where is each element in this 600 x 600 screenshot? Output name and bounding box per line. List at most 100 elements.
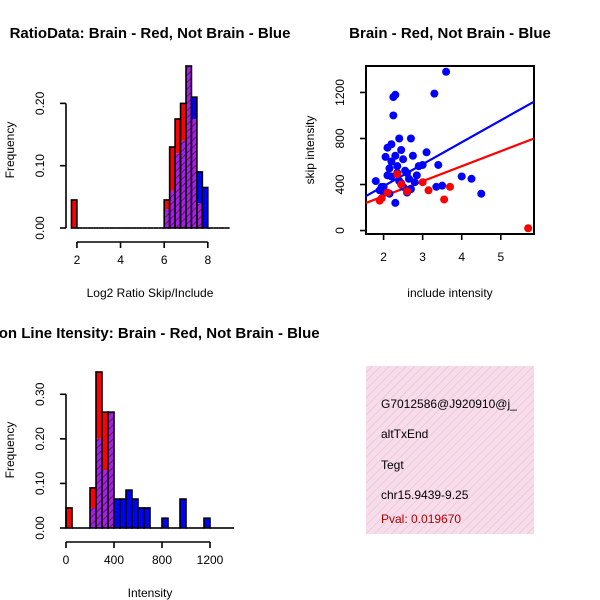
- scatter-point-not-brain: [381, 152, 390, 161]
- info-panel-hatch: [366, 366, 534, 534]
- ratio-bar-brain: [175, 118, 181, 154]
- ratio-bar-brain: [71, 199, 77, 228]
- info-panel: G7012586@J920910@j_ altTxEnd Tegt chr15.…: [366, 366, 534, 534]
- intensity-bar-not-brain: [162, 518, 168, 528]
- scatter-point-brain: [377, 194, 386, 203]
- scatter-xlabel: include intensity: [407, 286, 492, 300]
- scatter-point-not-brain: [395, 134, 404, 143]
- ratio-histogram: RatioData: Brain - Red, Not Brain - Blue…: [3, 25, 290, 300]
- intensity-bar-overlap-hatch: [102, 470, 108, 528]
- ratio-bar-overlap-hatch: [180, 140, 186, 228]
- ratio-histogram-axes: 2 4 6 8 0.00 0.10 0.20: [33, 91, 211, 267]
- scatter-point-brain: [393, 170, 402, 179]
- intensity-bar-overlap-hatch: [108, 412, 114, 528]
- ratio-histogram-ylabel: Frequency: [3, 122, 17, 179]
- scatter-point-not-brain: [434, 160, 443, 169]
- intensity-bar-overlap-hatch: [96, 438, 102, 528]
- ratio-histogram-bars: [70, 65, 230, 229]
- intensity-bar-not-brain: [114, 499, 120, 528]
- scatter-point-not-brain: [377, 182, 386, 191]
- intensity-histogram-bars: [65, 371, 234, 529]
- scatter-fit-lines: [365, 100, 535, 204]
- ratio-bar-brain: [164, 199, 170, 210]
- scatter-point-not-brain: [432, 182, 441, 191]
- fit-line-brain: [365, 137, 535, 204]
- scatter-point-not-brain: [385, 164, 394, 173]
- scatter-y-tick-label: 400: [333, 174, 347, 194]
- scatter-point-not-brain: [397, 146, 406, 154]
- intensity-bar-outline: [203, 517, 211, 529]
- intensity-bar-not-brain: [204, 518, 210, 528]
- intensity-x-tick-label: 1200: [197, 553, 224, 567]
- ratio-bar-overlap-hatch: [175, 153, 181, 228]
- scatter-point-not-brain: [422, 148, 431, 157]
- intensity-histogram-title: Exon Line Itensity: Brain - Red, Not Bra…: [0, 325, 320, 342]
- info-tissue: Tegt: [381, 458, 404, 472]
- scatter-point-not-brain: [371, 177, 380, 186]
- scatter-y-tick-label: 1200: [333, 79, 347, 106]
- intensity-scatter: Brain - Red, Not Brain - Blue 2 3 4 5 0 400 80…: [303, 25, 551, 300]
- scatter-points: [371, 67, 533, 233]
- ratio-bar-brain: [180, 103, 186, 141]
- intensity-bar-outline: [179, 498, 187, 529]
- scatter-x-tick-label: 4: [458, 250, 465, 264]
- ratio-histogram-title: RatioData: Brain - Red, Not Brain - Blue: [10, 25, 291, 42]
- ratio-bar-overlap-hatch: [196, 203, 203, 228]
- scatter-x-tick-label: 3: [419, 250, 426, 264]
- intensity-bar-outline: [143, 507, 151, 529]
- intensity-histogram: Exon Line Itensity: Brain - Red, Not Bra…: [0, 325, 320, 600]
- ratio-x-tick-label: 6: [161, 253, 168, 267]
- scatter-point-not-brain: [389, 93, 398, 102]
- ratio-bar-not-brain: [196, 171, 203, 204]
- intensity-y-tick-label: 0.20: [33, 427, 47, 451]
- scatter-point-not-brain: [406, 134, 415, 143]
- intensity-bar-brain: [90, 487, 96, 508]
- intensity-bar-not-brain: [138, 507, 144, 528]
- scatter-ylabel: skip intensity: [303, 116, 317, 185]
- scatter-point-not-brain: [399, 155, 408, 164]
- scatter-point-brain: [524, 224, 533, 233]
- scatter-x-tick-label: 5: [497, 250, 504, 264]
- scatter-point-not-brain: [477, 189, 486, 198]
- ratio-x-tick-label: 2: [74, 253, 81, 267]
- intensity-bar-outline: [161, 517, 169, 529]
- intensity-bar-not-brain: [180, 499, 186, 528]
- scatter-point-not-brain: [442, 67, 451, 76]
- scatter-point-brain: [418, 178, 427, 187]
- scatter-point-brain: [397, 180, 406, 189]
- ratio-bar-outline: [70, 199, 78, 229]
- ratio-x-tick-label: 8: [204, 253, 211, 267]
- intensity-bar-not-brain: [126, 490, 132, 528]
- scatter-point-not-brain: [391, 198, 400, 207]
- scatter-point-not-brain: [418, 160, 427, 169]
- info-gene-id: G7012586@J920910@j_: [381, 397, 517, 411]
- intensity-y-tick-label: 0.30: [33, 382, 47, 406]
- intensity-bar-outline: [107, 411, 115, 529]
- info-pval: Pval: 0.019670: [381, 512, 461, 526]
- scatter-x-tick-label: 2: [380, 250, 387, 264]
- scatter-y-tick-label: 0: [333, 227, 347, 234]
- scatter-point-not-brain: [430, 89, 439, 98]
- scatter-point-not-brain: [387, 157, 396, 166]
- intensity-x-tick-label: 400: [104, 553, 124, 567]
- scatter-point-not-brain: [457, 172, 466, 181]
- ratio-bar-overlap-hatch: [169, 190, 176, 228]
- intensity-bar-overlap-hatch: [90, 507, 96, 528]
- scatter-point-not-brain: [403, 169, 412, 178]
- scatter-point-not-brain: [391, 151, 400, 160]
- scatter-axes: 2 3 4 5 0 400 800 1200: [333, 79, 504, 264]
- scatter-point-not-brain: [389, 111, 398, 120]
- ratio-bar-outline: [190, 96, 198, 229]
- scatter-point-brain: [383, 188, 392, 197]
- fit-line-not-brain: [365, 100, 535, 197]
- scatter-point-brain: [440, 195, 449, 204]
- intensity-bar-brain: [96, 372, 102, 439]
- ratio-bar-brain: [169, 147, 176, 191]
- ratio-x-tick-label: 4: [117, 253, 124, 267]
- scatter-point-not-brain: [410, 178, 419, 187]
- scatter-y-tick-label: 800: [333, 128, 347, 148]
- scatter-plot-box: [365, 65, 535, 235]
- scatter-point-not-brain: [408, 151, 417, 160]
- intensity-y-tick-label: 0.00: [33, 516, 47, 540]
